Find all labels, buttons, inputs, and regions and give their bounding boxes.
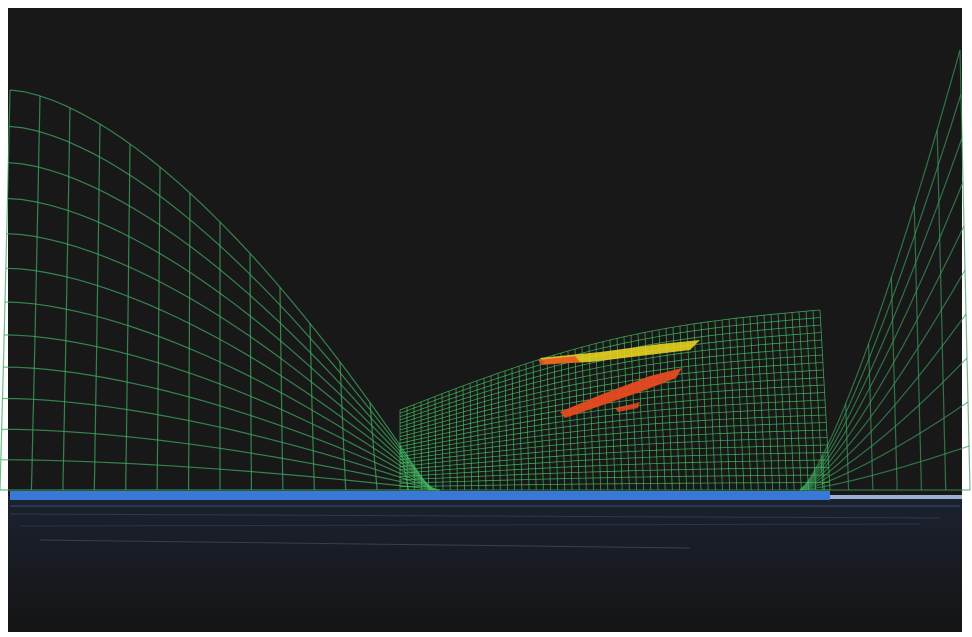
horizon-band-right — [830, 495, 962, 499]
wireframe-render — [0, 0, 972, 637]
page: (() => { const svg = document.getElement… — [0, 0, 972, 637]
horizon-band — [10, 491, 830, 500]
